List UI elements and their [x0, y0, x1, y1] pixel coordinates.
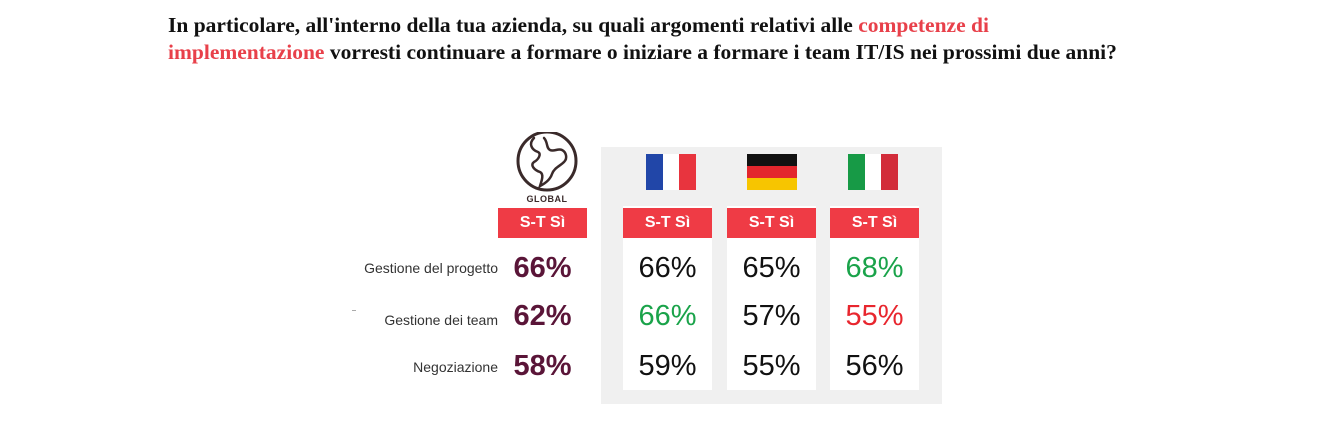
value-cell-global: 58%	[513, 350, 572, 382]
title-highlight-1: competenze di	[858, 13, 989, 37]
header-badge-germany: S-T Sì	[727, 208, 816, 238]
germany-flag-icon	[747, 154, 797, 190]
global-label: GLOBAL	[526, 194, 568, 204]
row-label: Negoziazione	[413, 359, 498, 375]
france-flag-icon	[646, 154, 696, 190]
italy-flag-icon	[848, 154, 898, 190]
title-highlight-2: implementazione	[168, 40, 325, 64]
page-title: In particolare, all'interno della tua az…	[168, 12, 1338, 66]
divider-mark	[352, 310, 356, 311]
value-cell-france: 66%	[638, 300, 697, 332]
title-part-1: In particolare, all'interno della tua az…	[168, 13, 859, 37]
value-cell-italy: 56%	[845, 350, 904, 382]
header-badge-global: S-T Sì	[498, 208, 587, 238]
row-label: Gestione dei team	[384, 312, 498, 328]
value-cell-germany: 57%	[742, 300, 801, 332]
value-cell-france: 59%	[638, 350, 697, 382]
value-cell-germany: 55%	[742, 350, 801, 382]
title-part-2: vorresti continuare a formare o iniziare…	[324, 40, 1117, 64]
value-cell-italy: 55%	[845, 300, 904, 332]
value-cell-global: 66%	[513, 252, 572, 284]
value-cell-global: 62%	[513, 300, 572, 332]
header-badge-france: S-T Sì	[623, 208, 712, 238]
value-cell-italy: 68%	[845, 252, 904, 284]
row-label: Gestione del progetto	[364, 260, 498, 276]
value-cell-germany: 65%	[742, 252, 801, 284]
globe-icon	[516, 132, 578, 192]
header-badge-italy: S-T Sì	[830, 208, 919, 238]
value-cell-france: 66%	[638, 252, 697, 284]
